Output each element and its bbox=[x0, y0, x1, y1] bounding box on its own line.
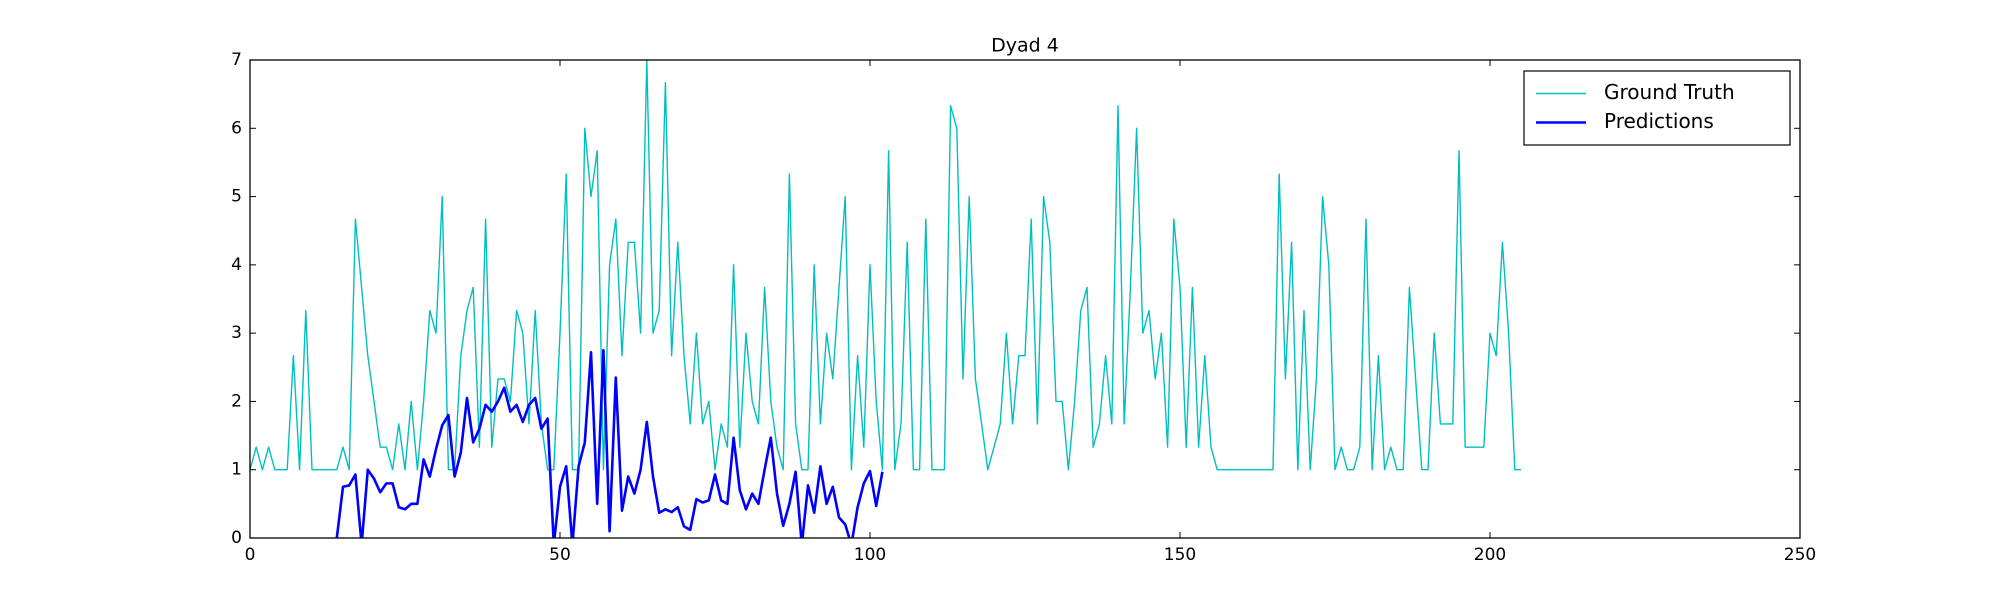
y-tick-label: 2 bbox=[231, 391, 242, 411]
y-tick-label: 5 bbox=[231, 187, 242, 207]
series-line bbox=[250, 60, 1521, 471]
legend-label: Ground Truth bbox=[1604, 80, 1735, 104]
y-tick-label: 3 bbox=[231, 323, 242, 343]
y-tick-label: 7 bbox=[231, 50, 242, 70]
legend: Ground Truth Predictions bbox=[1523, 70, 1791, 146]
x-tick-label: 100 bbox=[854, 545, 886, 565]
x-tick-label: 0 bbox=[245, 545, 256, 565]
y-tick-label: 0 bbox=[231, 528, 242, 548]
series-line bbox=[335, 348, 884, 538]
plot-area bbox=[250, 60, 1521, 538]
plot-frame bbox=[249, 59, 1801, 539]
x-tick-label: 50 bbox=[549, 545, 571, 565]
y-tick-label: 6 bbox=[231, 118, 242, 138]
y-tick-label: 4 bbox=[231, 255, 242, 275]
x-tick-label: 150 bbox=[1164, 545, 1196, 565]
chart-title: Dyad 4 bbox=[991, 35, 1059, 57]
legend-label: Predictions bbox=[1604, 109, 1714, 133]
x-tick-label: 200 bbox=[1474, 545, 1506, 565]
y-tick-label: 1 bbox=[231, 460, 242, 480]
x-tick-label: 250 bbox=[1784, 545, 1816, 565]
legend-box bbox=[1523, 70, 1791, 146]
